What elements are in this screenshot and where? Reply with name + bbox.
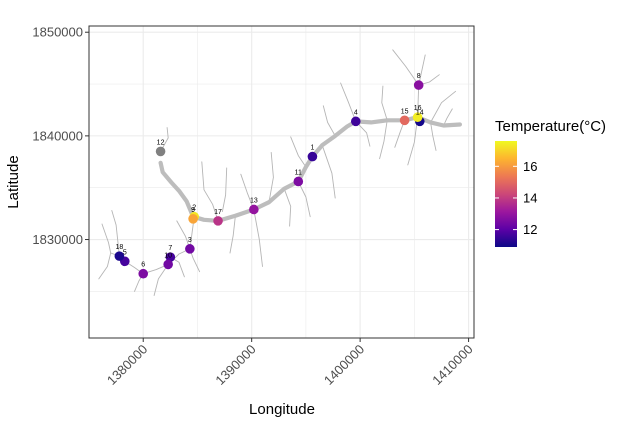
tributary-line <box>407 116 419 166</box>
point-label: 11 <box>295 169 302 176</box>
y-tick-label: 1840000 <box>32 128 83 143</box>
point-label: 7 <box>168 245 172 252</box>
data-point <box>114 251 125 261</box>
data-point <box>413 80 424 90</box>
point-label: 1 <box>310 145 314 152</box>
point-label: 5 <box>123 249 127 256</box>
point-label: 14 <box>416 109 424 116</box>
point-label: 12 <box>157 139 165 146</box>
tributary-line <box>111 210 120 257</box>
point-label: 3 <box>188 237 192 244</box>
colorbar-ticks: 12 14 16 <box>495 159 537 237</box>
data-point <box>165 252 176 262</box>
colorbar-tick-label: 14 <box>523 190 537 205</box>
point-label: 2 <box>192 205 196 212</box>
colorbar-tick-label: 16 <box>523 159 537 174</box>
point-label: 8 <box>417 73 421 80</box>
point-label: 17 <box>214 209 222 216</box>
y-axis: 1830000 1840000 1850000 <box>32 25 89 247</box>
legend: Temperature(°C) 12 14 16 <box>495 118 606 247</box>
tributary-line <box>355 120 371 147</box>
y-tick-label: 1830000 <box>32 232 83 247</box>
data-point <box>399 115 410 126</box>
tributary-line <box>392 49 420 86</box>
point-label: 18 <box>115 244 123 251</box>
data-point <box>213 216 223 226</box>
tributary-line <box>98 252 112 280</box>
data-point <box>185 244 195 254</box>
data-point <box>293 176 304 187</box>
point-label: 9 <box>191 207 195 214</box>
point-label: 16 <box>414 105 422 112</box>
data-point <box>163 259 173 270</box>
data-point <box>307 151 318 162</box>
tributary-line <box>381 85 388 121</box>
data-point <box>350 116 361 127</box>
tributary-line <box>443 108 453 126</box>
tributary-line <box>322 105 336 137</box>
tributary-line <box>253 209 263 267</box>
point-label: 4 <box>354 109 358 116</box>
tributary-line <box>430 121 437 151</box>
grid-lines <box>88 26 474 338</box>
tributary-line <box>101 223 112 254</box>
data-point <box>155 146 166 157</box>
data-point <box>412 112 423 123</box>
point-label: 6 <box>141 262 145 269</box>
tributary-line <box>297 181 311 218</box>
point-label: 15 <box>401 108 409 115</box>
tributary-line <box>240 173 255 210</box>
y-axis-title: Latitude <box>5 155 22 208</box>
data-point <box>138 268 149 279</box>
sampling-points <box>114 80 425 279</box>
panel-border <box>88 25 475 339</box>
colorbar <box>495 141 517 247</box>
tributary-line <box>268 152 274 203</box>
data-point <box>188 213 198 224</box>
x-axis-title: Longitude <box>249 401 315 418</box>
tributary-line <box>340 82 357 122</box>
tributary-line <box>430 90 457 123</box>
tributary-line <box>229 215 236 254</box>
tributary-line <box>221 167 228 212</box>
tributary-line <box>160 127 169 152</box>
legend-title: Temperature(°C) <box>495 118 606 135</box>
tributary-line <box>379 119 388 160</box>
y-tick-label: 1850000 <box>32 25 83 40</box>
point-label: 10 <box>164 252 172 259</box>
tributary-line <box>201 161 219 222</box>
colorbar-tick-label: 12 <box>523 222 537 237</box>
tributary-line <box>153 263 169 296</box>
tributary-line <box>321 144 336 199</box>
data-point <box>249 204 259 215</box>
tributary-line <box>283 188 292 227</box>
point-label: 13 <box>250 197 258 204</box>
tributary-line <box>290 136 307 168</box>
